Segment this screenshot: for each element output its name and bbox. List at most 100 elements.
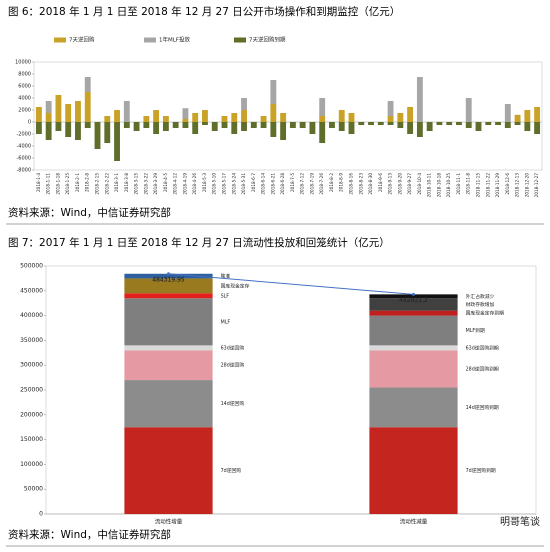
x-tick-label: 2018-1-11 (46, 173, 51, 195)
x-tick-label: 2018-11-8 (466, 173, 471, 195)
bar-segment (319, 122, 326, 143)
x-tick-label: 2018-5-24 (231, 173, 236, 195)
bar-segment (221, 122, 228, 128)
segment-label: SLF (221, 293, 230, 299)
x-tick-label: 2018-10-4 (417, 173, 422, 195)
bar-segment (446, 122, 453, 125)
x-tick-label: 2018-6-21 (270, 173, 275, 195)
bar-segment (65, 104, 72, 122)
bar-segment (124, 278, 213, 294)
bar-segment (124, 293, 213, 299)
bar-segment (211, 122, 218, 131)
y-tick-label: 4000 (18, 96, 31, 102)
bar-segment (348, 122, 355, 134)
bar-segment (123, 122, 130, 128)
bar-segment (524, 110, 531, 122)
bar-segment (319, 116, 326, 122)
bar-segment (202, 122, 208, 125)
x-tick-label: 2018-4-5 (163, 173, 168, 192)
x-tick-label: 2018-12-27 (534, 173, 539, 198)
legend-label: 7天逆回购到期 (249, 36, 286, 44)
bar-segment (221, 116, 228, 122)
bar-segment (280, 122, 287, 140)
x-tick-label: 2018-7-19 (309, 173, 314, 195)
x-tick-label: 2018-3-29 (153, 173, 158, 195)
bar-segment (114, 110, 120, 122)
bar-segment (465, 98, 472, 122)
bar-segment (231, 113, 238, 122)
y-tick-label: 150000 (20, 436, 43, 443)
bar-segment (182, 119, 189, 122)
bar-segment (270, 104, 277, 122)
bar-segment (143, 116, 150, 122)
bar-segment (369, 427, 458, 514)
bar-segment (348, 113, 355, 122)
bar-segment (416, 77, 423, 122)
bar-segment (84, 92, 91, 122)
bar-segment (143, 122, 150, 128)
x-tick-label: 流动性减量 (400, 518, 428, 526)
bar-segment (65, 122, 72, 137)
plot-frame (33, 61, 543, 171)
x-tick-label: 2018-4-12 (173, 173, 178, 195)
x-tick-label: 2018-6-28 (280, 173, 285, 195)
bar-segment (280, 113, 287, 122)
y-tick-label: 200000 (20, 411, 43, 418)
bar-segment (514, 122, 521, 125)
x-tick-label: 2018-10-18 (436, 173, 441, 198)
segment-label: 14d逆回购到期 (466, 404, 499, 411)
y-tick-label: 300000 (20, 362, 43, 369)
bar-segment (495, 122, 501, 125)
x-tick-label: 2018-9-6 (378, 173, 383, 192)
bar-segment (369, 294, 458, 299)
segment-label: MLF (221, 319, 231, 325)
y-tick-label: -8000 (16, 168, 31, 174)
x-tick-label: 2018-1-4 (36, 173, 41, 192)
x-tick-label: 2018-5-31 (241, 173, 246, 195)
x-tick-label: 2018-2-1 (75, 173, 80, 192)
bar-segment (369, 350, 458, 388)
totals-line (168, 273, 414, 295)
total-point (167, 272, 170, 276)
total-label: 442821.2 (399, 297, 428, 304)
x-tick-label: 2018-2-15 (95, 173, 100, 195)
x-tick-label: 2018-7-12 (300, 173, 305, 195)
x-tick-label: 2018-1-25 (65, 173, 70, 195)
bar-segment (182, 108, 189, 119)
legend-swatch (144, 37, 156, 43)
legend-label: 1年MLF投放 (159, 36, 190, 44)
x-tick-label: 2018-5-3 (202, 173, 207, 192)
y-tick-label: 400000 (20, 312, 43, 319)
bar-segment (45, 113, 52, 122)
x-tick-label: 2018-6-7 (251, 173, 256, 192)
segment-label: 外汇占款减少 (466, 293, 495, 300)
bar-segment (55, 95, 62, 122)
bar-segment (504, 122, 511, 128)
y-tick-label: 2000 (18, 108, 31, 114)
bar-segment (329, 122, 335, 128)
bar-segment (358, 122, 365, 125)
y-tick-label: 0 (39, 511, 43, 518)
x-tick-label: 2018-8-30 (368, 173, 373, 195)
x-tick-label: 2018-3-15 (134, 173, 139, 195)
bar-segment (55, 122, 62, 131)
figure-title: 图 7：2017 年 1 月 1 日至 2018 年 12 月 27 日流动性投… (8, 236, 390, 249)
y-tick-label: 250000 (20, 387, 43, 394)
y-tick-label: -6000 (16, 156, 31, 162)
x-tick-label: 2018-8-9 (339, 173, 344, 192)
x-tick-label: 2018-3-22 (143, 173, 148, 195)
bar-segment (202, 110, 208, 122)
x-tick-label: 2018-11-29 (495, 173, 500, 198)
bar-segment (407, 122, 414, 134)
x-tick-label: 2018-4-19 (182, 173, 187, 195)
bar-segment (133, 122, 140, 131)
x-tick-label: 2018-9-20 (397, 173, 402, 195)
bar-segment (241, 122, 247, 131)
x-tick-label: 2018-11-1 (456, 173, 461, 195)
bar-segment (299, 122, 306, 128)
segment-label: 国库现金定存到期 (466, 310, 505, 317)
legend-swatch (54, 37, 66, 43)
bar-segment (504, 104, 511, 122)
x-tick-label: 2018-9-27 (407, 173, 412, 195)
bar-segment (153, 110, 160, 122)
